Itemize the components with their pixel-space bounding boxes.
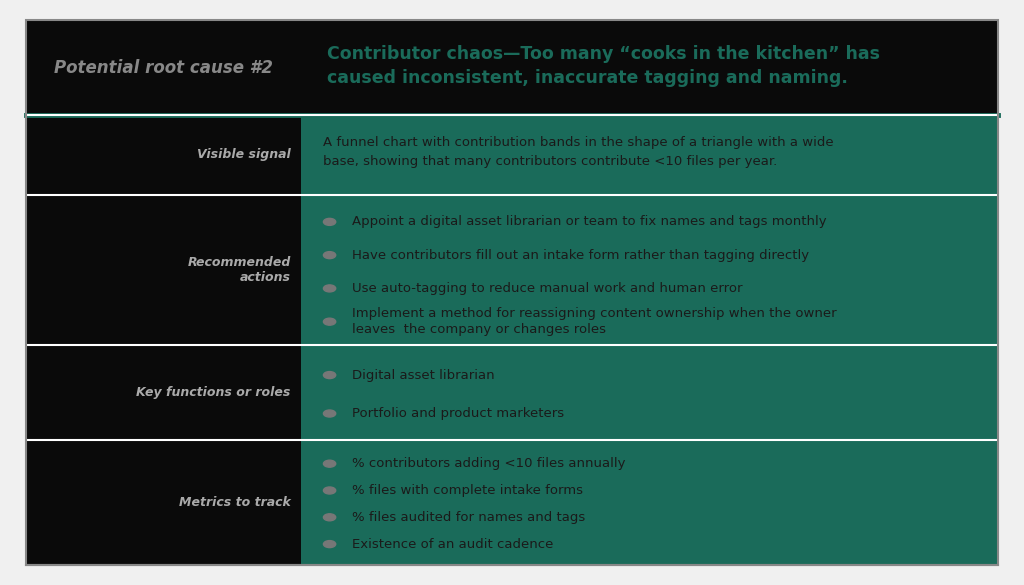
Bar xyxy=(26,440,301,565)
Text: Contributor chaos—Too many “cooks in the kitchen” has
caused inconsistent, inacc: Contributor chaos—Too many “cooks in the… xyxy=(327,44,880,87)
Circle shape xyxy=(324,252,336,259)
Text: Use auto-tagging to reduce manual work and human error: Use auto-tagging to reduce manual work a… xyxy=(352,282,742,295)
Circle shape xyxy=(324,487,336,494)
Circle shape xyxy=(324,410,336,417)
Bar xyxy=(26,195,301,345)
Circle shape xyxy=(324,460,336,467)
Text: Have contributors fill out an intake form rather than tagging directly: Have contributors fill out an intake for… xyxy=(352,249,809,261)
Text: Recommended
actions: Recommended actions xyxy=(187,256,291,284)
Bar xyxy=(26,115,301,195)
Circle shape xyxy=(324,318,336,325)
Text: Existence of an audit cadence: Existence of an audit cadence xyxy=(352,538,554,550)
Text: Digital asset librarian: Digital asset librarian xyxy=(352,369,495,381)
Bar xyxy=(301,195,998,345)
Text: Metrics to track: Metrics to track xyxy=(179,495,291,508)
Text: A funnel chart with contribution bands in the shape of a triangle with a wide
ba: A funnel chart with contribution bands i… xyxy=(324,136,835,168)
Text: % contributors adding <10 files annually: % contributors adding <10 files annually xyxy=(352,457,626,470)
Circle shape xyxy=(324,371,336,378)
Circle shape xyxy=(324,541,336,548)
Bar xyxy=(301,440,998,565)
Text: Appoint a digital asset librarian or team to fix names and tags monthly: Appoint a digital asset librarian or tea… xyxy=(352,215,826,228)
Text: % files audited for names and tags: % files audited for names and tags xyxy=(352,511,586,524)
Text: Portfolio and product marketers: Portfolio and product marketers xyxy=(352,407,564,420)
Bar xyxy=(301,115,998,195)
Bar xyxy=(26,345,301,440)
Text: Implement a method for reassigning content ownership when the owner
leaves  the : Implement a method for reassigning conte… xyxy=(352,307,837,336)
Bar xyxy=(26,20,998,115)
Circle shape xyxy=(324,285,336,292)
Text: Visible signal: Visible signal xyxy=(197,149,291,161)
Circle shape xyxy=(324,218,336,225)
Bar xyxy=(301,345,998,440)
Circle shape xyxy=(324,514,336,521)
Text: % files with complete intake forms: % files with complete intake forms xyxy=(352,484,583,497)
Text: Key functions or roles: Key functions or roles xyxy=(136,386,291,399)
Text: Potential root cause #2: Potential root cause #2 xyxy=(53,58,272,77)
